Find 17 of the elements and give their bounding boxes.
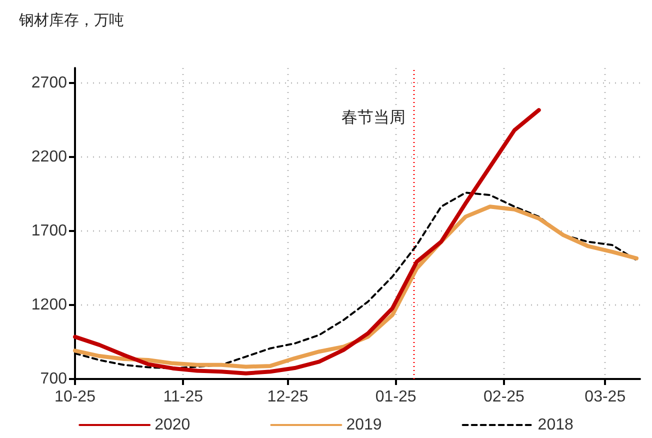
legend-label: 2018 [538, 416, 574, 434]
ref-line-label: 春节当周 [341, 108, 406, 126]
y-tick-label: 700 [40, 370, 68, 388]
legend-label: 2019 [346, 416, 382, 434]
y-tick-label: 1700 [31, 222, 68, 240]
x-tick-label: 01-25 [375, 388, 416, 406]
line-series [73, 108, 541, 376]
y-tick-label: 2700 [31, 74, 68, 92]
x-tick-label: 03-25 [584, 388, 626, 406]
y-tick-label: 1200 [31, 296, 68, 314]
x-tick-label: 10-25 [54, 388, 96, 406]
y-tick-label: 2200 [31, 148, 68, 166]
legend-label: 2020 [154, 416, 190, 434]
x-tick-label: 11-25 [163, 388, 204, 406]
x-tick-label: 02-25 [484, 388, 525, 406]
chart-title: 钢材库存，万吨 [18, 12, 124, 29]
x-tick-label: 12-25 [267, 388, 308, 406]
